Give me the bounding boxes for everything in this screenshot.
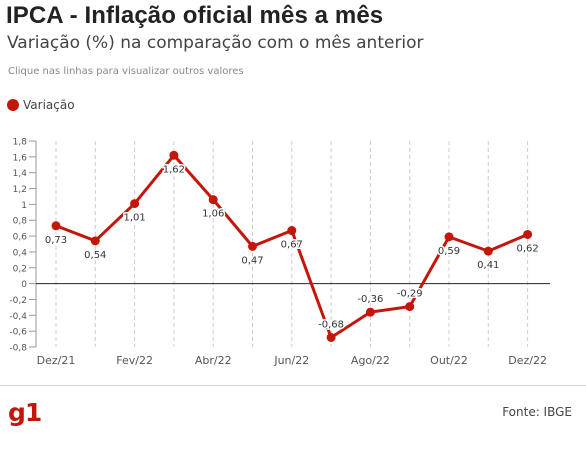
y-tick-label: 0,2 bbox=[13, 264, 27, 274]
y-tick-label: 0,4 bbox=[13, 248, 28, 258]
x-tick-label: Fev/22 bbox=[116, 354, 153, 367]
data-point[interactable] bbox=[365, 307, 375, 317]
legend-item-variacao[interactable]: Variação bbox=[7, 98, 75, 112]
data-label: -0,29 bbox=[397, 289, 423, 300]
source-credit: Fonte: IBGE bbox=[502, 405, 572, 419]
data-point[interactable] bbox=[523, 229, 533, 239]
data-label: 1,01 bbox=[123, 213, 145, 224]
x-tick-label: Dez/22 bbox=[508, 354, 547, 367]
data-point[interactable] bbox=[326, 332, 336, 342]
x-tick-label: Dez/21 bbox=[37, 354, 76, 367]
y-tick-label: 1,8 bbox=[13, 138, 28, 148]
y-tick-label: 1,6 bbox=[13, 153, 28, 163]
data-label: 0,62 bbox=[516, 243, 538, 254]
y-tick-label: 0,8 bbox=[13, 217, 28, 227]
data-label: 0,54 bbox=[84, 250, 106, 261]
data-point[interactable] bbox=[444, 232, 454, 242]
data-point[interactable] bbox=[483, 246, 493, 256]
data-point[interactable] bbox=[248, 241, 257, 251]
data-point[interactable] bbox=[169, 150, 179, 160]
data-label: 1,62 bbox=[163, 164, 185, 175]
x-tick-label: Ago/22 bbox=[351, 354, 390, 367]
chart-subtitle: Variação (%) na comparação com o mês ant… bbox=[7, 33, 424, 53]
legend-dot-icon bbox=[7, 99, 19, 111]
y-tick-label: 1,4 bbox=[13, 169, 28, 179]
data-label: 0,67 bbox=[281, 240, 303, 251]
y-tick-label: 1 bbox=[21, 201, 27, 211]
data-label: 0,41 bbox=[477, 260, 499, 271]
y-tick-label: -0,2 bbox=[9, 296, 27, 306]
y-tick-label: -0,8 bbox=[9, 344, 27, 354]
line-chart[interactable]: Dez/21 Fev/22 Abr/22 Jun/22 Ago/22 Out/22 Dez/… bbox=[0, 0, 586, 380]
interaction-hint: Clique nas linhas para visualizar outros… bbox=[8, 66, 244, 77]
data-point[interactable] bbox=[405, 302, 415, 312]
data-label: 0,47 bbox=[241, 255, 263, 266]
data-label: 0,73 bbox=[45, 235, 67, 246]
data-point[interactable] bbox=[51, 221, 61, 231]
data-point[interactable] bbox=[90, 236, 100, 246]
data-label: -0,68 bbox=[318, 319, 344, 330]
footer-divider bbox=[0, 385, 586, 386]
data-labels: 0,73 0,54 1,01 1,62 1,06 0,47 0,67 -0,68 -0,36 -0… bbox=[43, 163, 540, 332]
data-label: -0,36 bbox=[357, 294, 383, 305]
y-tick-label: -0,6 bbox=[9, 328, 27, 338]
data-label: 0,59 bbox=[438, 246, 460, 257]
y-tick-label: 1,2 bbox=[13, 185, 27, 195]
x-tick-label: Out/22 bbox=[430, 354, 468, 367]
data-point[interactable] bbox=[130, 199, 140, 209]
chart-title: IPCA - Inflação oficial mês a mês bbox=[6, 2, 384, 29]
x-tick-label: Jun/22 bbox=[273, 354, 309, 367]
data-label: 1,06 bbox=[202, 209, 224, 220]
g1-logo: g1 bbox=[8, 398, 42, 427]
data-point[interactable] bbox=[208, 195, 218, 205]
legend-label: Variação bbox=[23, 98, 75, 112]
x-tick-label: Abr/22 bbox=[195, 354, 232, 367]
y-tick-label: 0,6 bbox=[13, 233, 28, 243]
data-point[interactable] bbox=[287, 226, 297, 236]
y-tick-label: -0,4 bbox=[9, 312, 27, 322]
y-tick-label: 0 bbox=[21, 280, 27, 290]
axes: Dez/21 Fev/22 Abr/22 Jun/22 Ago/22 Out/22 Dez/… bbox=[9, 138, 550, 367]
series-variacao[interactable] bbox=[51, 150, 533, 342]
